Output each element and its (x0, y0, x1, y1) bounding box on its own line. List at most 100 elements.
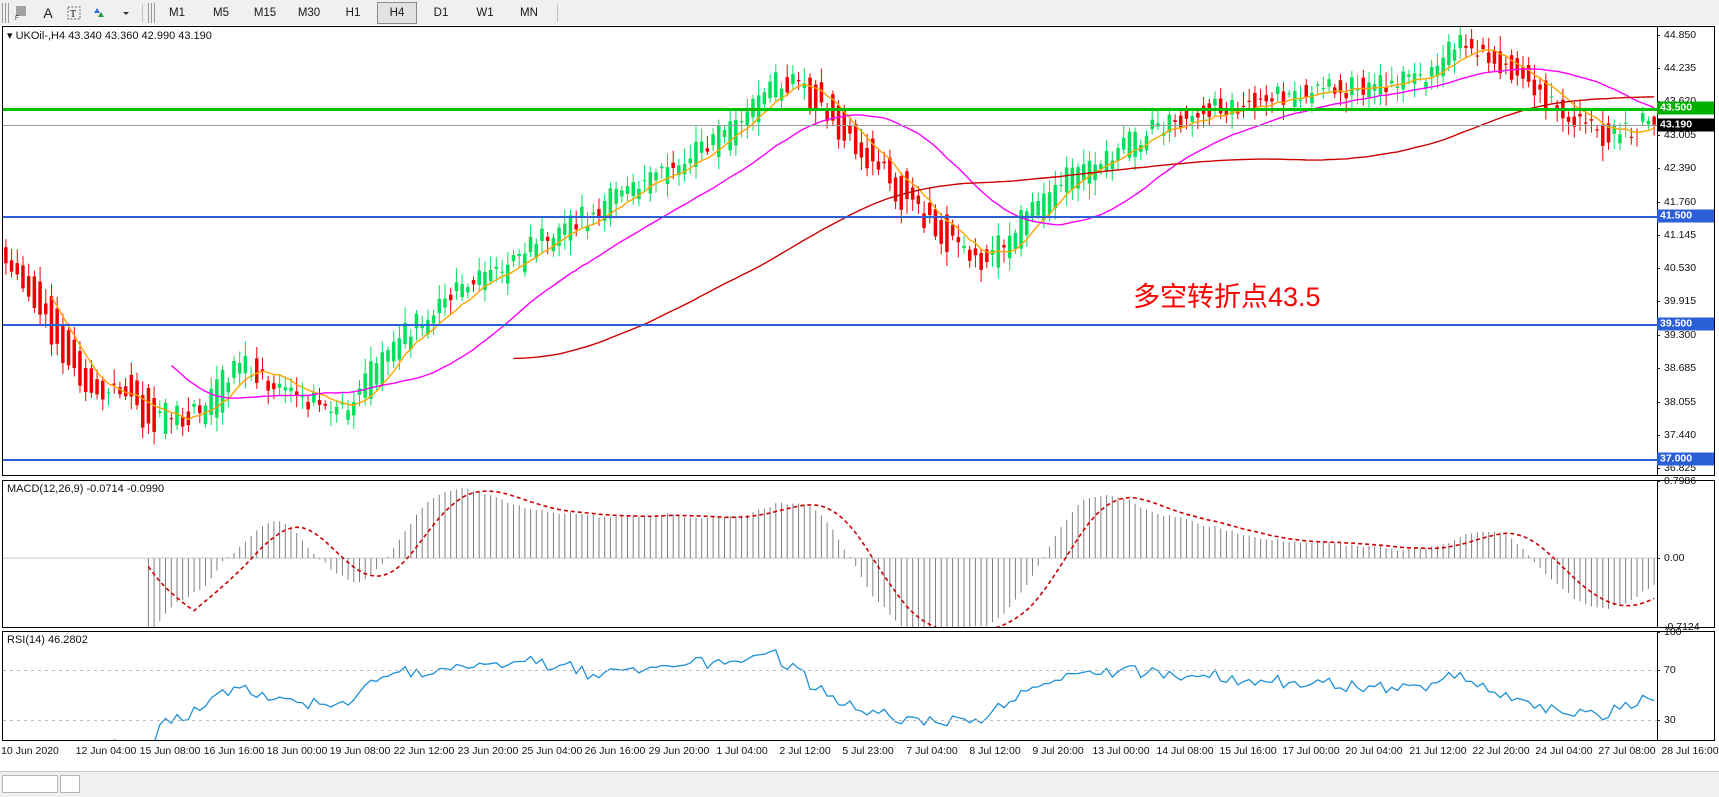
time-label: 5 Jul 23:00 (842, 745, 894, 757)
timeframe-h4[interactable]: H4 (377, 1, 417, 24)
rsi-plot[interactable] (3, 632, 1657, 740)
horizontal-level-43.190[interactable] (3, 124, 1657, 126)
symbol-label: UKOil-,H4 43.340 43.360 42.990 43.190 (15, 30, 212, 42)
status-segment-2 (60, 775, 80, 793)
price-plot[interactable] (3, 27, 1657, 475)
price-tick: 42.390 (1657, 162, 1714, 174)
rsi-label: RSI(14) 46.2802 (7, 634, 88, 646)
time-label: 22 Jun 12:00 (393, 745, 455, 757)
svg-text:F: F (15, 16, 19, 21)
chevron-down-icon[interactable] (113, 2, 139, 24)
price-tag-horizontal-line-blue[interactable]: 41.500 (1657, 209, 1714, 223)
grid-icon[interactable]: F (9, 2, 35, 24)
rsi-tick: 100 (1657, 626, 1714, 638)
horizontal-level-41.500[interactable] (3, 215, 1657, 218)
time-label: 16 Jun 16:00 (203, 745, 265, 757)
horizontal-level-39.500[interactable] (3, 323, 1657, 326)
price-tick: 38.055 (1657, 396, 1714, 408)
time-label: 18 Jun 00:00 (266, 745, 328, 757)
timeframe-m15[interactable]: M15 (253, 6, 277, 19)
timeframe-d1[interactable]: D1 (433, 6, 449, 19)
shapes-icon[interactable] (87, 2, 113, 24)
price-tick: 40.530 (1657, 262, 1714, 274)
time-label: 20 Jul 04:00 (1345, 745, 1403, 757)
timeframe-mn[interactable]: MN (520, 6, 538, 19)
price-tick: 43.005 (1657, 129, 1714, 141)
macd-plot[interactable] (3, 481, 1657, 627)
time-axis[interactable]: 10 Jun 2020 12 Jun 04:00 15 Jun 08:00 16 Ju… (1, 743, 1719, 765)
toolbar-grip[interactable] (2, 2, 9, 23)
timeframe-h1[interactable]: H1 (345, 6, 361, 19)
timeframe-m30[interactable]: M30 (297, 6, 321, 19)
timeframe-w1[interactable]: W1 (476, 6, 494, 19)
toolbar: F A T M1 M5 M15 M30 H1 H4 D1 W1 MN (0, 0, 1719, 26)
toolbar-separator-2 (557, 3, 558, 22)
macd-tick: 0.00 (1657, 552, 1714, 564)
rsi-level-30 (3, 719, 1657, 721)
price-tick: 44.235 (1657, 62, 1714, 74)
price-tick: 41.760 (1657, 196, 1714, 208)
price-axis[interactable]: 44.85044.23543.62043.00542.39041.76041.1… (1657, 27, 1714, 475)
time-label: 21 Jul 12:00 (1409, 745, 1467, 757)
macd-tick: 0.7986 (1657, 475, 1714, 487)
time-label: 28 Jul 16:00 (1661, 745, 1719, 757)
price-tick: 44.850 (1657, 29, 1714, 41)
rsi-tick: 70 (1657, 664, 1714, 676)
time-label: 2 Jul 12:00 (779, 745, 831, 757)
macd-label: MACD(12,26,9) -0.0714 -0.0990 (7, 483, 165, 495)
horizontal-level-43.500[interactable] (3, 107, 1657, 111)
time-label: 23 Jun 20:00 (457, 745, 519, 757)
rsi-tick: 30 (1657, 714, 1714, 726)
time-label: 19 Jun 08:00 (329, 745, 391, 757)
macd-tick: -0.7124 (1657, 621, 1714, 633)
rsi-axis[interactable]: 100 70 30 (1657, 626, 1714, 740)
timeframe-m1[interactable]: M1 (169, 6, 185, 19)
time-label: 7 Jul 04:00 (906, 745, 958, 757)
time-label: 1 Jul 04:00 (716, 745, 768, 757)
price-tag-current-price[interactable]: 43.190 (1657, 118, 1714, 132)
timeframe-grip[interactable] (148, 2, 155, 23)
horizontal-level-37.000[interactable] (3, 458, 1657, 461)
time-label: 17 Jul 00:00 (1282, 745, 1340, 757)
timeframe-group: M1 M5 M15 M30 H1 H4 D1 W1 MN (155, 1, 551, 24)
timeframe-m5[interactable]: M5 (213, 6, 229, 19)
time-label: 29 Jun 20:00 (648, 745, 710, 757)
macd-panel[interactable]: MACD(12,26,9) -0.0714 -0.0990 0.7986 0.00… (2, 475, 1715, 633)
text-box-icon[interactable]: T (61, 2, 87, 24)
price-tag-horizontal-line-blue[interactable]: 37.000 (1657, 452, 1714, 466)
price-tick: 39.300 (1657, 329, 1714, 341)
time-label: 8 Jul 12:00 (969, 745, 1021, 757)
time-label: 25 Jun 04:00 (521, 745, 583, 757)
time-label: 26 Jun 16:00 (584, 745, 646, 757)
text-letter-icon[interactable]: A (43, 4, 53, 21)
symbol-label-row: ▾ UKOil-,H4 43.340 43.360 42.990 43.190 (7, 29, 212, 42)
chart-annotation: 多空转折点43.5 (1133, 282, 1321, 313)
time-label: 14 Jul 08:00 (1156, 745, 1214, 757)
time-label: 13 Jul 00:00 (1092, 745, 1150, 757)
rsi-panel[interactable]: RSI(14) 46.2802 100 70 30 (2, 626, 1715, 741)
price-tick: 39.915 (1657, 295, 1714, 307)
time-label: 15 Jun 08:00 (139, 745, 201, 757)
price-tag-horizontal-line-green[interactable]: 43.500 (1657, 101, 1714, 115)
collapse-icon[interactable]: ▾ (7, 30, 13, 42)
time-label: 15 Jul 16:00 (1219, 745, 1277, 757)
time-label: 27 Jul 08:00 (1598, 745, 1656, 757)
time-label: 9 Jul 20:00 (1032, 745, 1084, 757)
status-bar (0, 771, 1719, 797)
price-tag-horizontal-line-blue[interactable]: 39.500 (1657, 317, 1714, 331)
macd-axis[interactable]: 0.7986 0.00 -0.7124 (1657, 475, 1714, 633)
svg-text:T: T (70, 9, 76, 20)
price-tick: 38.685 (1657, 362, 1714, 374)
time-label: 10 Jun 2020 (1, 745, 59, 757)
time-label: 22 Jul 20:00 (1472, 745, 1530, 757)
status-segment-1 (2, 775, 58, 793)
toolbar-separator (142, 3, 143, 22)
price-panel[interactable]: ▾ UKOil-,H4 43.340 43.360 42.990 43.190 … (2, 26, 1715, 476)
price-tick: 41.145 (1657, 229, 1714, 241)
time-label: 12 Jun 04:00 (75, 745, 137, 757)
rsi-level-70 (3, 669, 1657, 671)
price-tick: 37.440 (1657, 429, 1714, 441)
time-label: 24 Jul 04:00 (1535, 745, 1593, 757)
chart-area: ▾ UKOil-,H4 43.340 43.360 42.990 43.190 … (0, 25, 1719, 771)
